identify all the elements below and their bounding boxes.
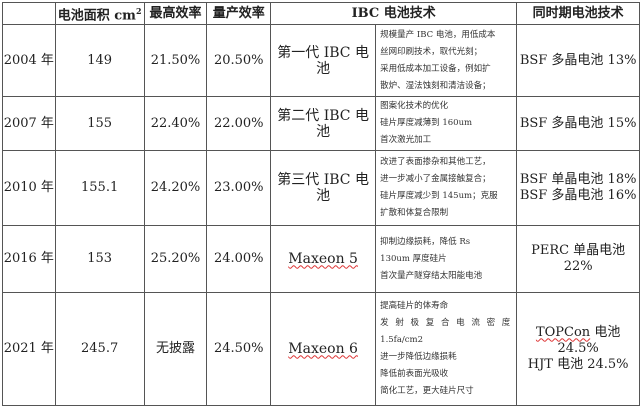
year-cell: 2010 年 (2, 150, 56, 227)
area-cell: 149 (54, 24, 145, 98)
header-ibc: IBC 电池技术 (270, 1, 518, 26)
max-eff-cell: 无披露 (143, 292, 208, 407)
generation-label: 第二代 IBC 电池 (277, 107, 369, 140)
details-cell: 规模量产 IBC 电池，用低成本 丝网印刷技术，取代光刻； 采用低成本加工设备，例如… (375, 24, 518, 98)
contemporary-line: BSF 多晶电池 16% (519, 188, 637, 204)
detail-line: 进一步减小了金属接触复合； (380, 174, 491, 185)
details-cell: 改进了表面掺杂和其他工艺， 进一步减小了金属接触复合； 硅片厚度减少到 145um；… (375, 150, 518, 227)
detail-line: 降低前表面光吸收 (380, 369, 449, 380)
table-row: 2016 年 153 25.20% 24.00% Maxeon 5 抑制边缘损耗，降低 R… (2, 225, 640, 294)
detail-line: 扩散和体复合限制 (380, 208, 449, 219)
contemporary-cell: PERC 单晶电池 22% (516, 225, 640, 294)
mass-eff-cell: 23.00% (206, 150, 272, 227)
detail-line: 改进了表面掺杂和其他工艺， (380, 157, 491, 168)
detail-line: 发 射 极 复 合 电 流 密 度 (380, 318, 513, 329)
detail-line: 硅片厚度减少到 145um；克服 (380, 191, 498, 202)
detail-line: 首次激光加工 (380, 135, 432, 146)
max-eff-cell: 25.20% (143, 225, 208, 294)
generation-label: Maxeon 5 (288, 251, 358, 268)
header-row: 电池面积 cm2 最高效率 量产效率 IBC 电池技术 同时期电池技术 (2, 1, 640, 26)
contemporary-line: BSF 多晶电池 15% (519, 115, 637, 131)
contemporary-line: PERC 单晶电池 22% (531, 243, 626, 275)
detail-line: 1.5fa/cm2 (380, 335, 423, 346)
generation-cell: 第三代 IBC 电池 (270, 150, 377, 227)
generation-label: 第一代 IBC 电池 (277, 44, 369, 77)
detail-line: 硅片厚度减薄到 160um (380, 118, 473, 129)
header-area: 电池面积 cm2 (54, 1, 145, 26)
contemporary-line: BSF 多晶电池 13% (519, 52, 637, 68)
generation-cell: Maxeon 5 (270, 225, 377, 294)
details-cell: 抑制边缘损耗，降低 Rs 130um 厚度硅片首次量产隧穿结太阳能电池 (375, 225, 518, 294)
mass-eff-cell: 24.00% (206, 225, 272, 294)
detail-line: 简化工艺，更大硅片尺寸 (380, 386, 474, 397)
generation-cell: 第二代 IBC 电池 (270, 96, 377, 152)
details-cell: 提高硅片的体寿命发 射 极 复 合 电 流 密 度 1.5fa/cm2 进一步降低边… (375, 292, 518, 407)
contemporary-cell: BSF 单晶电池 18% BSF 多晶电池 16% (516, 150, 640, 227)
table-row: 2021 年 245.7 无披露 24.50% Maxeon 6 提高硅片的体寿命发 射 … (2, 292, 640, 407)
area-cell: 153 (54, 225, 145, 294)
mass-eff-cell: 22.00% (206, 96, 272, 152)
detail-line: 130um 厚度硅片 (380, 253, 447, 264)
generation-label: 第三代 IBC 电池 (277, 172, 369, 205)
detail-line: 提高硅片的体寿命 (380, 301, 449, 312)
generation-cell: 第一代 IBC 电池 (270, 24, 377, 98)
area-cell: 245.7 (54, 292, 145, 407)
header-area-label: 电池面积 cm (57, 8, 136, 24)
detail-line: 采用低成本加工设备，例如扩 (380, 63, 491, 74)
year-cell: 2016 年 (2, 225, 56, 294)
header-year (2, 1, 56, 26)
area-cell: 155.1 (54, 150, 145, 227)
contemporary-cell: BSF 多晶电池 13% (516, 24, 640, 98)
max-eff-cell: 22.40% (143, 96, 208, 152)
mass-eff-cell: 20.50% (206, 24, 272, 98)
generation-cell: Maxeon 6 (270, 292, 377, 407)
mass-eff-cell: 24.50% (206, 292, 272, 407)
contemporary-line: TOPCon 电池 24.5% (535, 325, 621, 357)
year-cell: 2007 年 (2, 96, 56, 152)
contemporary-cell: TOPCon 电池 24.5% HJT 电池 24.5% (516, 292, 640, 407)
detail-line: 进一步降低边缘损耗 (380, 352, 457, 363)
header-area-sup: 2 (135, 6, 142, 16)
detail-line: 首次量产隧穿结太阳能电池 (380, 270, 483, 281)
contemporary-cell: BSF 多晶电池 15% (516, 96, 640, 152)
header-max-eff: 最高效率 (143, 1, 208, 26)
detail-line: 散炉、湿法蚀刻和清洁设备； (380, 80, 491, 91)
detail-line: 规模量产 IBC 电池，用低成本 (380, 29, 496, 40)
contemporary-line: HJT 电池 24.5% (527, 357, 629, 373)
header-contemporary: 同时期电池技术 (516, 1, 640, 26)
detail-line: 抑制边缘损耗，降低 Rs (380, 236, 471, 247)
detail-line: 图案化技术的优化 (380, 101, 449, 112)
topcon-word: TOPCon (535, 325, 591, 341)
year-cell: 2004 年 (2, 24, 56, 98)
table-row: 2004 年 149 21.50% 20.50% 第一代 IBC 电池 规模量产 IBC … (2, 24, 640, 98)
table-row: 2007 年 155 22.40% 22.00% 第二代 IBC 电池 图案化技术的优化硅… (2, 96, 640, 152)
header-mass-eff: 量产效率 (206, 1, 272, 26)
max-eff-cell: 24.20% (143, 150, 208, 227)
generation-label: Maxeon 6 (288, 341, 358, 358)
area-cell: 155 (54, 96, 145, 152)
year-cell: 2021 年 (2, 292, 56, 407)
max-eff-cell: 21.50% (143, 24, 208, 98)
contemporary-line: BSF 单晶电池 18% (519, 172, 637, 188)
details-cell: 图案化技术的优化硅片厚度减薄到 160um 首次激光加工 (375, 96, 518, 152)
detail-line: 丝网印刷技术，取代光刻； (380, 46, 483, 57)
table-row: 2010 年 155.1 24.20% 23.00% 第三代 IBC 电池 改进了表面掺杂… (2, 150, 640, 227)
